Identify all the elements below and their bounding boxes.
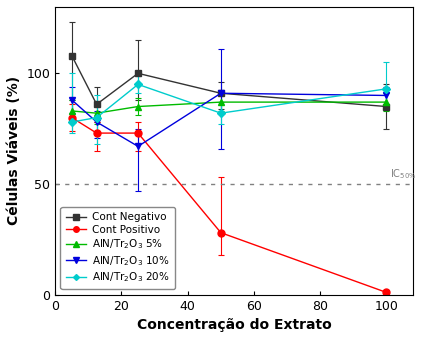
Legend: Cont Negativo, Cont Positivo, AlN/Tr$_2$O$_3$ 5%, AlN/Tr$_2$O$_3$ 10%, AlN/Tr$_2: Cont Negativo, Cont Positivo, AlN/Tr$_2$… xyxy=(60,207,175,290)
Y-axis label: Células Viáveis (%): Células Viáveis (%) xyxy=(7,76,21,225)
Text: IC$_{50\%}$: IC$_{50\%}$ xyxy=(390,167,416,181)
X-axis label: Concentração do Extrato: Concentração do Extrato xyxy=(137,318,332,332)
